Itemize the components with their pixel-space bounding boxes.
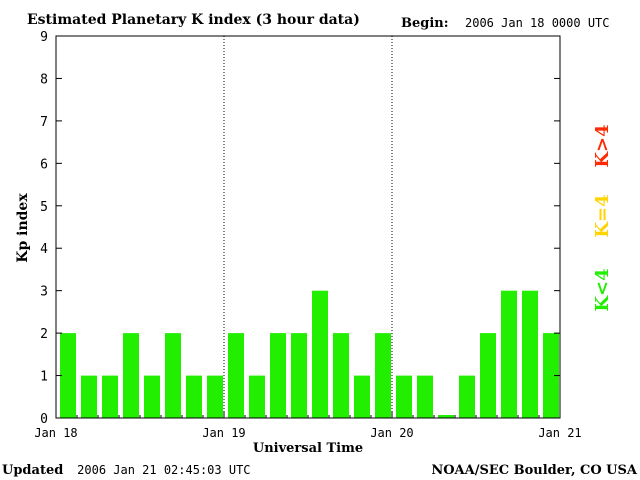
chart-title: Estimated Planetary K index (3 hour data… bbox=[27, 12, 360, 28]
kp-bar bbox=[333, 333, 349, 418]
legend-entry: K=4 bbox=[592, 194, 613, 237]
kp-bar bbox=[438, 415, 454, 418]
updated-label: Updated bbox=[2, 463, 63, 478]
kp-bar bbox=[354, 375, 370, 418]
kp-bar bbox=[165, 333, 181, 418]
legend-entry: K>4 bbox=[592, 124, 613, 167]
x-tick-label: Jan 20 bbox=[370, 426, 413, 440]
x-tick-label: Jan 21 bbox=[538, 426, 581, 440]
x-axis-label: Universal Time bbox=[253, 441, 363, 456]
kp-bar bbox=[522, 290, 538, 418]
y-axis-label: Kp index bbox=[15, 193, 31, 263]
kp-bar bbox=[144, 375, 160, 418]
y-tick-label: 7 bbox=[40, 115, 48, 130]
y-tick-label: 3 bbox=[40, 285, 48, 300]
y-tick-label: 2 bbox=[40, 327, 48, 342]
kp-bar bbox=[459, 375, 475, 418]
y-tick-label: 6 bbox=[40, 157, 48, 172]
y-tick-label: 5 bbox=[40, 200, 48, 215]
y-tick-label: 4 bbox=[40, 242, 48, 257]
y-tick-label: 9 bbox=[40, 30, 48, 45]
kp-bar bbox=[543, 333, 559, 418]
begin-label: Begin: bbox=[401, 16, 449, 31]
kp-bar bbox=[123, 333, 139, 418]
kp-bar bbox=[186, 375, 202, 418]
kp-bar bbox=[375, 333, 391, 418]
kp-bar bbox=[480, 333, 496, 418]
kp-bar bbox=[270, 333, 286, 418]
kp-bar bbox=[396, 375, 412, 418]
begin-value: 2006 Jan 18 0000 UTC bbox=[465, 16, 610, 30]
updated-value: 2006 Jan 21 02:45:03 UTC bbox=[77, 463, 250, 477]
y-tick-label: 8 bbox=[40, 72, 48, 87]
legend-entry: K<4 bbox=[592, 268, 613, 311]
y-tick-label: 1 bbox=[40, 370, 48, 385]
y-tick-label: 0 bbox=[40, 412, 48, 427]
legend: K>4 K=4 K<4 bbox=[592, 124, 613, 311]
kp-bar bbox=[81, 375, 97, 418]
kp-bar bbox=[249, 375, 265, 418]
kp-bar bbox=[417, 375, 433, 418]
day-separators bbox=[223, 36, 393, 418]
x-axis: Jan 18 Jan 19 Jan 20 Jan 21 bbox=[34, 412, 582, 440]
kp-bar bbox=[228, 333, 244, 418]
kp-bar bbox=[60, 333, 76, 418]
kp-bar bbox=[207, 375, 223, 418]
kp-bar bbox=[291, 333, 307, 418]
x-tick-label: Jan 19 bbox=[202, 426, 245, 440]
bars-group bbox=[60, 290, 559, 418]
updated-line: Updated 2006 Jan 21 02:45:03 UTC bbox=[2, 463, 251, 478]
kp-bar bbox=[501, 290, 517, 418]
kp-bar bbox=[312, 290, 328, 418]
y-axis: 0 1 2 3 4 5 6 7 8 9 bbox=[40, 30, 560, 427]
credit-text: NOAA/SEC Boulder, CO USA bbox=[431, 463, 638, 478]
kp-bar bbox=[102, 375, 118, 418]
x-tick-label: Jan 18 bbox=[34, 426, 77, 440]
